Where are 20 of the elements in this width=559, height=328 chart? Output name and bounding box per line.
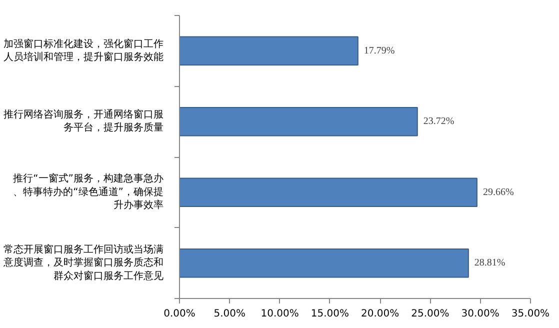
y-tick-label: 加强窗口标准化建设，强化窗口工作人员培训和管理，提升窗口服务效能 bbox=[4, 38, 164, 63]
x-tick-label: 30.00% bbox=[461, 308, 500, 320]
data-label: 29.66% bbox=[482, 186, 514, 198]
bar bbox=[180, 248, 469, 278]
y-tick-label: 常态开展窗口服务工作回访或当场满意度调查，及时掌握窗口服务质态和群众对窗口服务工作意见 bbox=[2, 243, 164, 282]
data-label: 23.72% bbox=[423, 116, 454, 128]
bar bbox=[180, 36, 358, 66]
x-tick-label: 0.00% bbox=[164, 308, 196, 320]
x-tick-label: 10.00% bbox=[260, 308, 299, 320]
data-label: 28.81% bbox=[474, 258, 506, 269]
data-label: 17.79% bbox=[364, 45, 395, 56]
y-tick-label: 推行“一窗式”服务，构建急事急办、特事特办的“绿色通道”，确保提升办事效率 bbox=[13, 172, 164, 212]
bar bbox=[180, 178, 478, 208]
x-tick-label: 20.00% bbox=[361, 308, 400, 320]
bar bbox=[180, 106, 418, 136]
x-tick-label: 35.00% bbox=[511, 308, 550, 320]
x-tick-label: 25.00% bbox=[411, 308, 450, 320]
y-tick-label: 推行网络咨询服务，开通网络窗口服务平台，提升服务质量 bbox=[4, 108, 164, 134]
x-tick-label: 5.00% bbox=[214, 308, 246, 320]
x-tick-label: 15.00% bbox=[310, 308, 350, 320]
